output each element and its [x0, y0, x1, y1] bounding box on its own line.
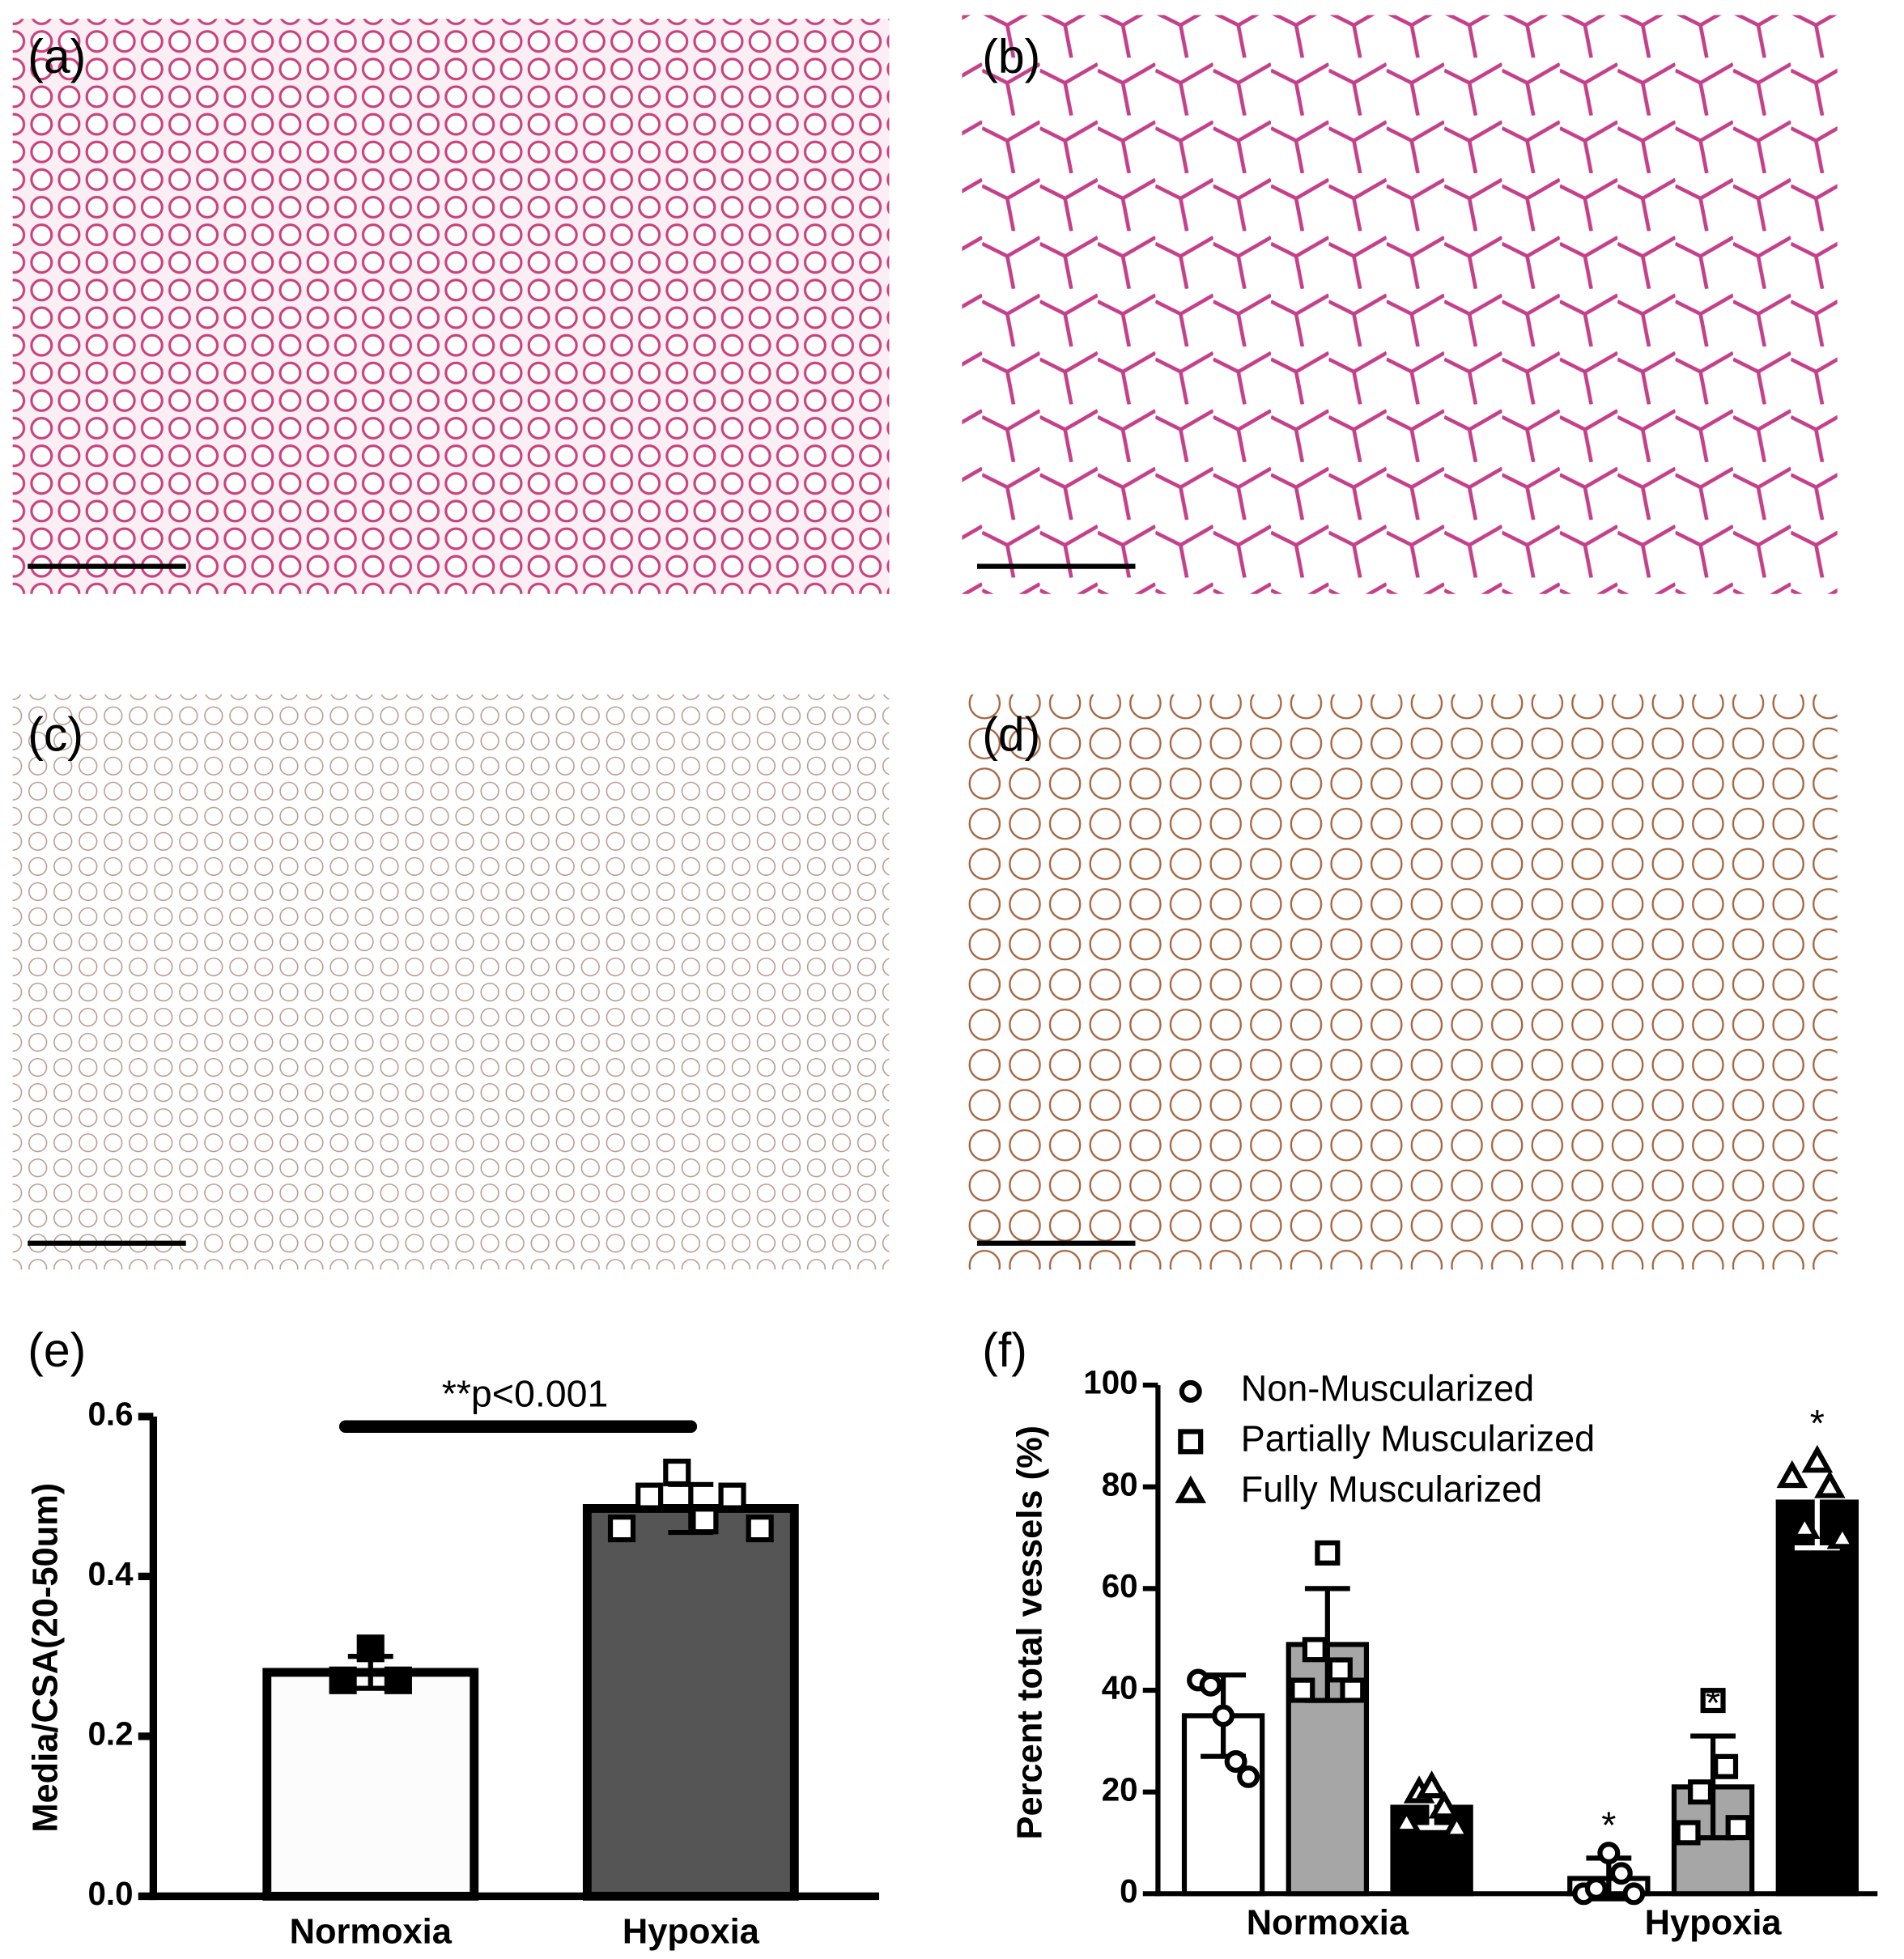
data-point	[1814, 1470, 1846, 1498]
legend-marker	[1178, 1429, 1204, 1455]
y-tick-label: 100	[1083, 1364, 1137, 1401]
data-point	[384, 1666, 412, 1694]
y-tick-label: 0.6	[88, 1396, 134, 1433]
panel-label: (d)	[982, 709, 1040, 762]
y-tick-label: 0	[1120, 1872, 1137, 1910]
y-axis-label: Media/CSA(20-50um)	[27, 1483, 66, 1833]
micrograph-b	[962, 15, 1838, 594]
legend-label: Non-Muscularized	[1241, 1368, 1534, 1409]
data-point	[1725, 1815, 1751, 1841]
data-point	[1675, 1820, 1701, 1846]
panel-label: (b)	[982, 31, 1040, 83]
bar	[262, 1668, 479, 1901]
legend-marker	[1175, 1475, 1207, 1503]
y-tick-label: 0.0	[88, 1875, 134, 1912]
data-point	[1713, 1753, 1739, 1779]
x-tick-label: Normoxia	[290, 1912, 453, 1951]
data-point	[1327, 1657, 1353, 1683]
data-point	[718, 1482, 746, 1511]
data-point	[1340, 1677, 1366, 1703]
data-point	[691, 1506, 719, 1535]
data-point	[1302, 1637, 1328, 1663]
data-point	[1224, 1750, 1247, 1773]
micrograph-d	[962, 694, 1838, 1270]
legend-label: Fully Muscularized	[1241, 1468, 1542, 1510]
data-point	[635, 1482, 664, 1511]
y-tick-label: 20	[1102, 1770, 1138, 1808]
data-point	[746, 1515, 774, 1543]
data-point	[1290, 1677, 1315, 1703]
y-tick-label: 80	[1102, 1465, 1138, 1502]
y-tick-label: 0.2	[88, 1715, 134, 1753]
panel-label: (f)	[982, 1324, 1027, 1377]
data-point	[1584, 1877, 1608, 1901]
panel-label: (c)	[28, 709, 83, 762]
annotation: **p<0.001	[442, 1372, 609, 1414]
significance-label: *	[1810, 1402, 1825, 1444]
data-point	[607, 1515, 636, 1543]
bar	[1775, 1499, 1859, 1897]
data-point	[1428, 1791, 1460, 1819]
data-point	[1416, 1770, 1447, 1799]
data-point	[1597, 1842, 1621, 1865]
y-tick-label: 0.4	[88, 1555, 134, 1592]
y-tick-label: 40	[1102, 1669, 1138, 1706]
data-point	[1441, 1811, 1473, 1839]
x-tick-label: Hypoxia	[1645, 1904, 1783, 1943]
x-tick-label: Hypoxia	[623, 1912, 760, 1951]
significance-label: *	[1706, 1682, 1720, 1724]
data-point	[1391, 1806, 1422, 1834]
legend-marker	[1179, 1379, 1202, 1403]
x-tick-label: Normoxia	[1247, 1904, 1409, 1943]
legend-label: Partially Muscularized	[1241, 1418, 1595, 1460]
data-point	[663, 1458, 691, 1487]
data-point	[1789, 1511, 1821, 1539]
data-point	[1622, 1882, 1646, 1906]
data-point	[329, 1666, 357, 1694]
data-point	[1688, 1779, 1714, 1805]
data-point	[1199, 1673, 1222, 1697]
data-point	[1315, 1540, 1341, 1566]
data-point	[1826, 1521, 1859, 1549]
data-point	[1609, 1862, 1633, 1885]
data-point	[1237, 1765, 1260, 1788]
data-point	[1212, 1704, 1235, 1727]
panel-label: (e)	[28, 1324, 86, 1377]
y-axis-label: Percent total vessels (%)	[1011, 1426, 1050, 1840]
micrograph-c	[12, 694, 890, 1270]
panel-label: (a)	[28, 31, 86, 83]
y-tick-label: 60	[1102, 1567, 1138, 1604]
data-point	[1700, 1688, 1726, 1714]
micrograph-a	[12, 19, 890, 594]
significance-label: *	[1601, 1804, 1616, 1846]
bar	[582, 1503, 799, 1901]
data-point	[1776, 1460, 1808, 1489]
data-point	[1801, 1445, 1834, 1473]
data-point	[356, 1634, 385, 1663]
micrographs: (a) (b) (c) (d)	[12, 15, 1838, 1270]
